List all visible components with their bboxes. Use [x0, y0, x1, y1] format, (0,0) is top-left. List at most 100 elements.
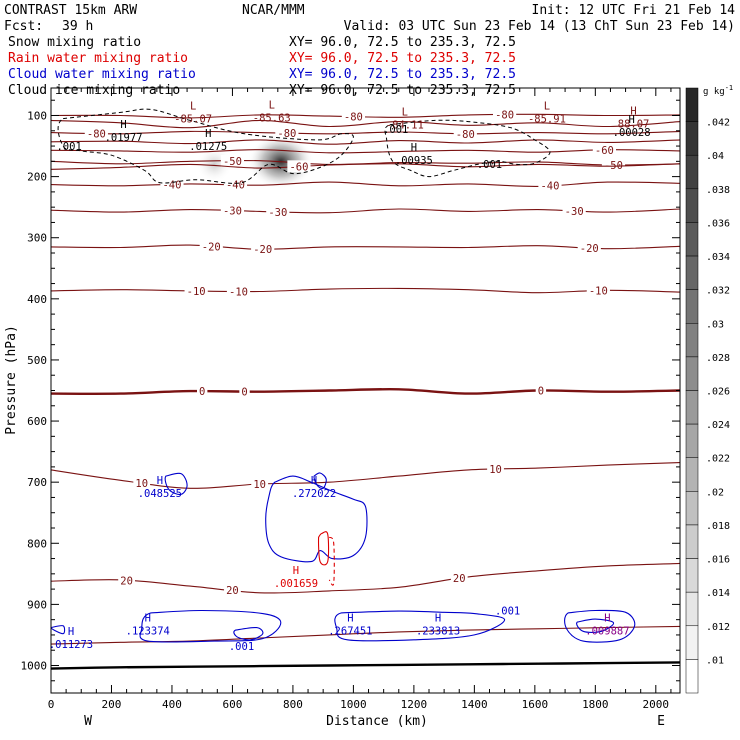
colorbar-swatch: [685, 390, 699, 425]
isotherm-label: -30: [268, 207, 287, 219]
isotherm-label-bg: [266, 205, 290, 218]
isotherm-label: -80: [344, 112, 363, 124]
y-tick-label: 600: [27, 415, 47, 428]
isotherm-line: [51, 244, 680, 250]
isotherm-label: 0: [538, 386, 544, 398]
extremum-marker: H: [628, 114, 634, 126]
extremum-marker: H: [68, 626, 74, 638]
isotherm-label: -10: [187, 286, 206, 298]
extremum-value: .009887: [585, 626, 629, 638]
legend-snow-xy: XY= 96.0, 72.5 to 235.3, 72.5: [289, 35, 516, 50]
colorbar-tick-label: .016: [706, 555, 730, 566]
isotherm-label: 20: [453, 573, 466, 585]
x-endpoint-east: E: [657, 714, 665, 729]
extremum-value: .233813: [416, 626, 460, 638]
cloud-water-contour: [51, 625, 66, 635]
isotherm-label: -20: [580, 243, 599, 255]
isotherm-label: -30: [223, 206, 242, 218]
colorbar-tick-label: .03: [706, 319, 724, 330]
legend-rain-label: Rain water mixing ratio: [8, 51, 188, 66]
colorbar-tick-label: .018: [706, 521, 730, 532]
isotherm-line: [51, 163, 680, 170]
isotherm-label-bg: [538, 179, 562, 192]
x-tick-label: 0: [48, 698, 55, 711]
forecast-label: Fcst:: [4, 19, 43, 34]
y-tick-label: 500: [27, 354, 47, 367]
axes: 0 200 400 600 800 1000 1200 1400 1600 1800 2000100…: [21, 88, 680, 711]
y-axis-label: Pressure (hPa): [4, 325, 19, 435]
rain-water-contour: [317, 531, 330, 566]
colorbar-tick-label: .022: [706, 454, 730, 465]
extremum-marker: H: [411, 142, 417, 154]
isotherm-label-bg: [592, 143, 616, 156]
isotherm-line: [51, 661, 680, 670]
colorbar-swatch: [685, 222, 699, 257]
colorbar-swatch: [685, 121, 699, 156]
isotherm-label: -50: [223, 156, 242, 168]
colorbar-swatch: [685, 289, 699, 324]
rain-water-contour: [328, 536, 335, 586]
x-endpoint-west: W: [84, 714, 92, 729]
isotherm-label-bg: [562, 204, 586, 217]
extremum-marker: H: [347, 613, 353, 625]
cloud-water-contour: [139, 609, 282, 643]
y-tick-label: 100: [27, 110, 47, 123]
isotherm-line: [51, 181, 680, 187]
colorbar-swatch: [685, 558, 699, 593]
isotherm-label: -80: [87, 128, 106, 140]
y-tick-label: 700: [27, 476, 47, 489]
isotherm-label-bg: [586, 284, 610, 297]
cloud-water-contour: [313, 472, 327, 490]
colorbar-tick-label: .026: [706, 387, 730, 398]
isotherm-label: -40: [226, 180, 245, 192]
org-label: NCAR/MMM: [242, 3, 305, 18]
y-tick-label: 200: [27, 171, 47, 184]
cloud-water-contour: [564, 609, 636, 643]
plot-area: -80 -80-80 -80 -80-60-50 -50-60-40 -40 -40-30-…: [51, 99, 680, 670]
colorbar-swatch: [685, 491, 699, 526]
x-tick-label: 2000: [643, 698, 670, 711]
colorbar-tick-label: .04: [706, 151, 724, 162]
extremum-marker: H: [604, 613, 610, 625]
isotherm-label: -40: [162, 179, 181, 191]
extremum-marker: H: [630, 105, 636, 117]
isotherm-line: [51, 387, 680, 395]
colorbar-tick-label: .024: [706, 420, 730, 431]
isotherm-label-bg: [239, 385, 250, 398]
legend-snow-label: Snow mixing ratio: [8, 35, 141, 50]
legend-ice-label: Cloud ice mixing ratio: [8, 83, 180, 98]
isotherm-label-bg: [487, 463, 504, 476]
colorbar-swatch: [685, 255, 699, 290]
isotherm-label: -10: [589, 286, 608, 298]
colorbar-swatch: [685, 524, 699, 559]
isotherm-line: [51, 287, 680, 294]
extremum-marker: L: [544, 101, 550, 113]
contour-value-label: .001: [229, 641, 254, 653]
colorbar-tick-label: .032: [706, 286, 730, 297]
x-tick-label: 1600: [522, 698, 549, 711]
extremum-value: -85.07: [174, 114, 212, 126]
extremum-value: .048525: [138, 488, 182, 500]
isotherm-label-bg: [453, 127, 477, 140]
extremum-marker: L: [402, 107, 408, 119]
isotherm-label-bg: [223, 178, 248, 191]
isotherm-label: -80: [277, 128, 296, 140]
isotherm-label: 10: [135, 478, 148, 490]
isotherm-label-bg: [199, 240, 223, 253]
colorbar-unit: g kg-1: [703, 84, 733, 97]
isotherm-label: 0: [199, 386, 205, 398]
x-tick-label: 600: [223, 698, 243, 711]
extremum-value: -85.91: [528, 114, 566, 126]
isotherm-label-bg: [601, 158, 626, 171]
isotherm-label-bg: [287, 160, 311, 173]
extremum-value: .123374: [126, 626, 170, 638]
isotherm-label: -80: [456, 129, 475, 141]
colorbar-tick-label: .028: [706, 353, 730, 364]
isotherm-label: -30: [565, 206, 584, 218]
isotherm-label-bg: [197, 385, 208, 398]
colorbar-tick-label: .014: [706, 588, 730, 599]
contour-value-label: .001: [477, 159, 502, 171]
colorbar-swatch: [685, 625, 699, 660]
cloud-water-contour: [233, 626, 264, 641]
x-tick-label: 400: [162, 698, 182, 711]
